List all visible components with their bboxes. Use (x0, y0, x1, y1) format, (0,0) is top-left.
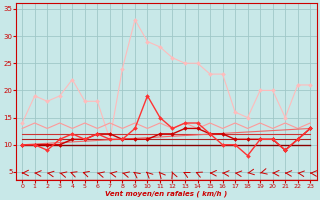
X-axis label: Vent moyen/en rafales ( km/h ): Vent moyen/en rafales ( km/h ) (105, 190, 228, 197)
